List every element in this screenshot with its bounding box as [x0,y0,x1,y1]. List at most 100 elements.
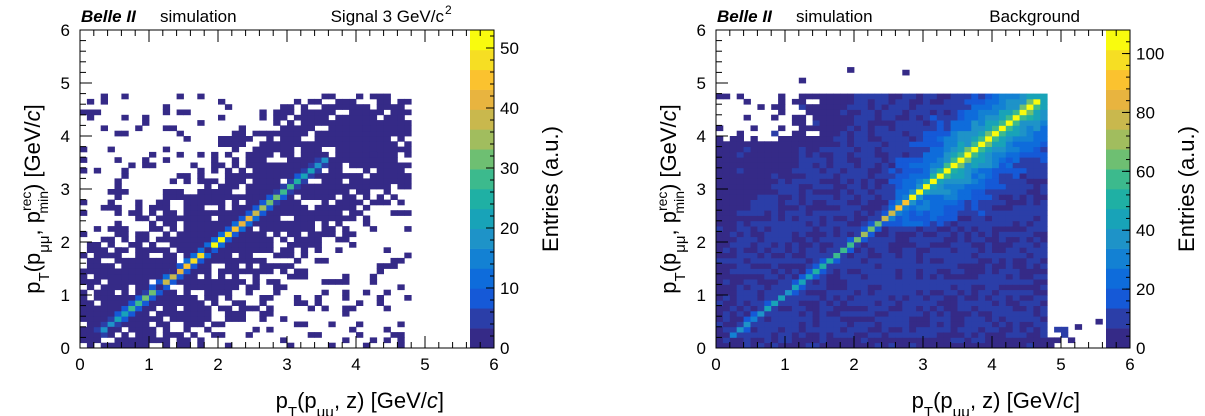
heatmap-bin [826,189,834,195]
heatmap-bin [1026,136,1034,142]
heatmap-bin [300,120,309,126]
heatmap-bin [819,141,827,147]
heatmap-bin [826,284,834,291]
heatmap-bin [1040,183,1048,190]
heatmap-bin [197,321,205,328]
heatmap-bin [273,199,281,206]
heatmap-bin [791,332,800,338]
heatmap-bin [183,247,191,253]
heatmap-bin [162,199,171,206]
heatmap-bin [190,215,198,222]
heatmap-bin [798,252,807,259]
heatmap-bin [936,199,945,206]
heatmap-bin [764,247,772,253]
heatmap-bin [771,104,779,110]
heatmap-bin [183,284,191,291]
heatmap-bin [778,157,786,163]
heatmap-bin [1005,194,1014,200]
heatmap-bin [916,220,924,227]
heatmap-bin [847,93,855,100]
heatmap-bin [342,279,350,285]
heatmap-bin [376,93,384,100]
heatmap-bin [273,204,281,211]
heatmap-bin [950,289,958,296]
heatmap-bin [190,332,198,338]
heatmap-bin [1012,98,1020,105]
heatmap-bin [369,141,378,147]
heatmap-bin [245,226,253,232]
heatmap-bin [950,199,958,206]
heatmap-bin [190,236,198,243]
heatmap-bin [929,162,938,169]
heatmap-bin [943,109,951,116]
heatmap-bin [971,236,979,243]
heatmap-bin [840,220,848,227]
heatmap-bin [231,210,240,216]
heatmap-bin [376,199,384,206]
heatmap-bin [1026,151,1034,158]
heatmap-bin [881,242,889,248]
heatmap-bin [183,289,191,296]
heatmap-bin [998,178,1007,185]
heatmap-bin [80,310,88,317]
heatmap-bin [1005,273,1014,280]
heatmap-bin [86,342,95,349]
heatmap-bin [273,231,281,238]
heatmap-bin [266,146,274,153]
heatmap-bin [854,295,862,301]
heatmap-bin [929,231,938,238]
heatmap-bin [819,104,827,110]
heatmap-bin [854,300,862,306]
heatmap-bin [1026,199,1034,206]
heatmap-bin [1012,183,1020,190]
heatmap-bin [404,151,412,158]
heatmap-bin [860,167,869,174]
heatmap-bin [1040,125,1048,132]
heatmap-bin [992,257,1000,264]
heatmap-bin [86,268,95,275]
heatmap-bin [1033,337,1041,344]
heatmap-bin [923,167,931,174]
heatmap-bin [729,136,738,142]
heatmap-bin [881,295,889,301]
heatmap-bin [992,337,1000,344]
heatmap-bin [238,300,246,306]
heatmap-bin [750,326,758,333]
y-tick-label: 3 [697,180,706,199]
heatmap-bin [902,257,910,264]
heatmap-bin [971,189,979,195]
heatmap-bin [321,130,329,137]
heatmap-bin [798,268,807,275]
heatmap-bin [1033,342,1041,349]
heatmap-bin [722,183,731,190]
heatmap-bin [397,125,405,132]
heatmap-bin [1019,342,1027,349]
heatmap-bin [224,289,233,296]
heatmap-bin [743,204,751,211]
heatmap-bin [224,295,233,301]
heatmap-bin [916,204,924,211]
heatmap-bin [722,157,731,163]
heatmap-bin [957,342,965,349]
heatmap-bin [978,257,986,264]
heatmap-bin [909,162,917,169]
heatmap-bin [923,215,931,222]
heatmap-bin [874,342,882,349]
heatmap-bin [736,321,744,328]
heatmap-bin [1033,189,1041,195]
heatmap-bin [860,204,869,211]
heatmap-bin [736,157,744,163]
heatmap-bin [881,204,889,211]
heatmap-bin [929,326,938,333]
heatmap-bin [957,167,965,174]
heatmap-bin [791,189,800,195]
heatmap-bin [376,263,384,269]
heatmap-bin [936,284,945,291]
heatmap-bin [978,210,986,216]
heatmap-bin [162,215,171,222]
heatmap-bin [992,252,1000,259]
heatmap-bin [135,295,143,301]
heatmap-bin [833,125,841,132]
heatmap-bin [847,104,855,110]
heatmap-bin [978,104,986,110]
